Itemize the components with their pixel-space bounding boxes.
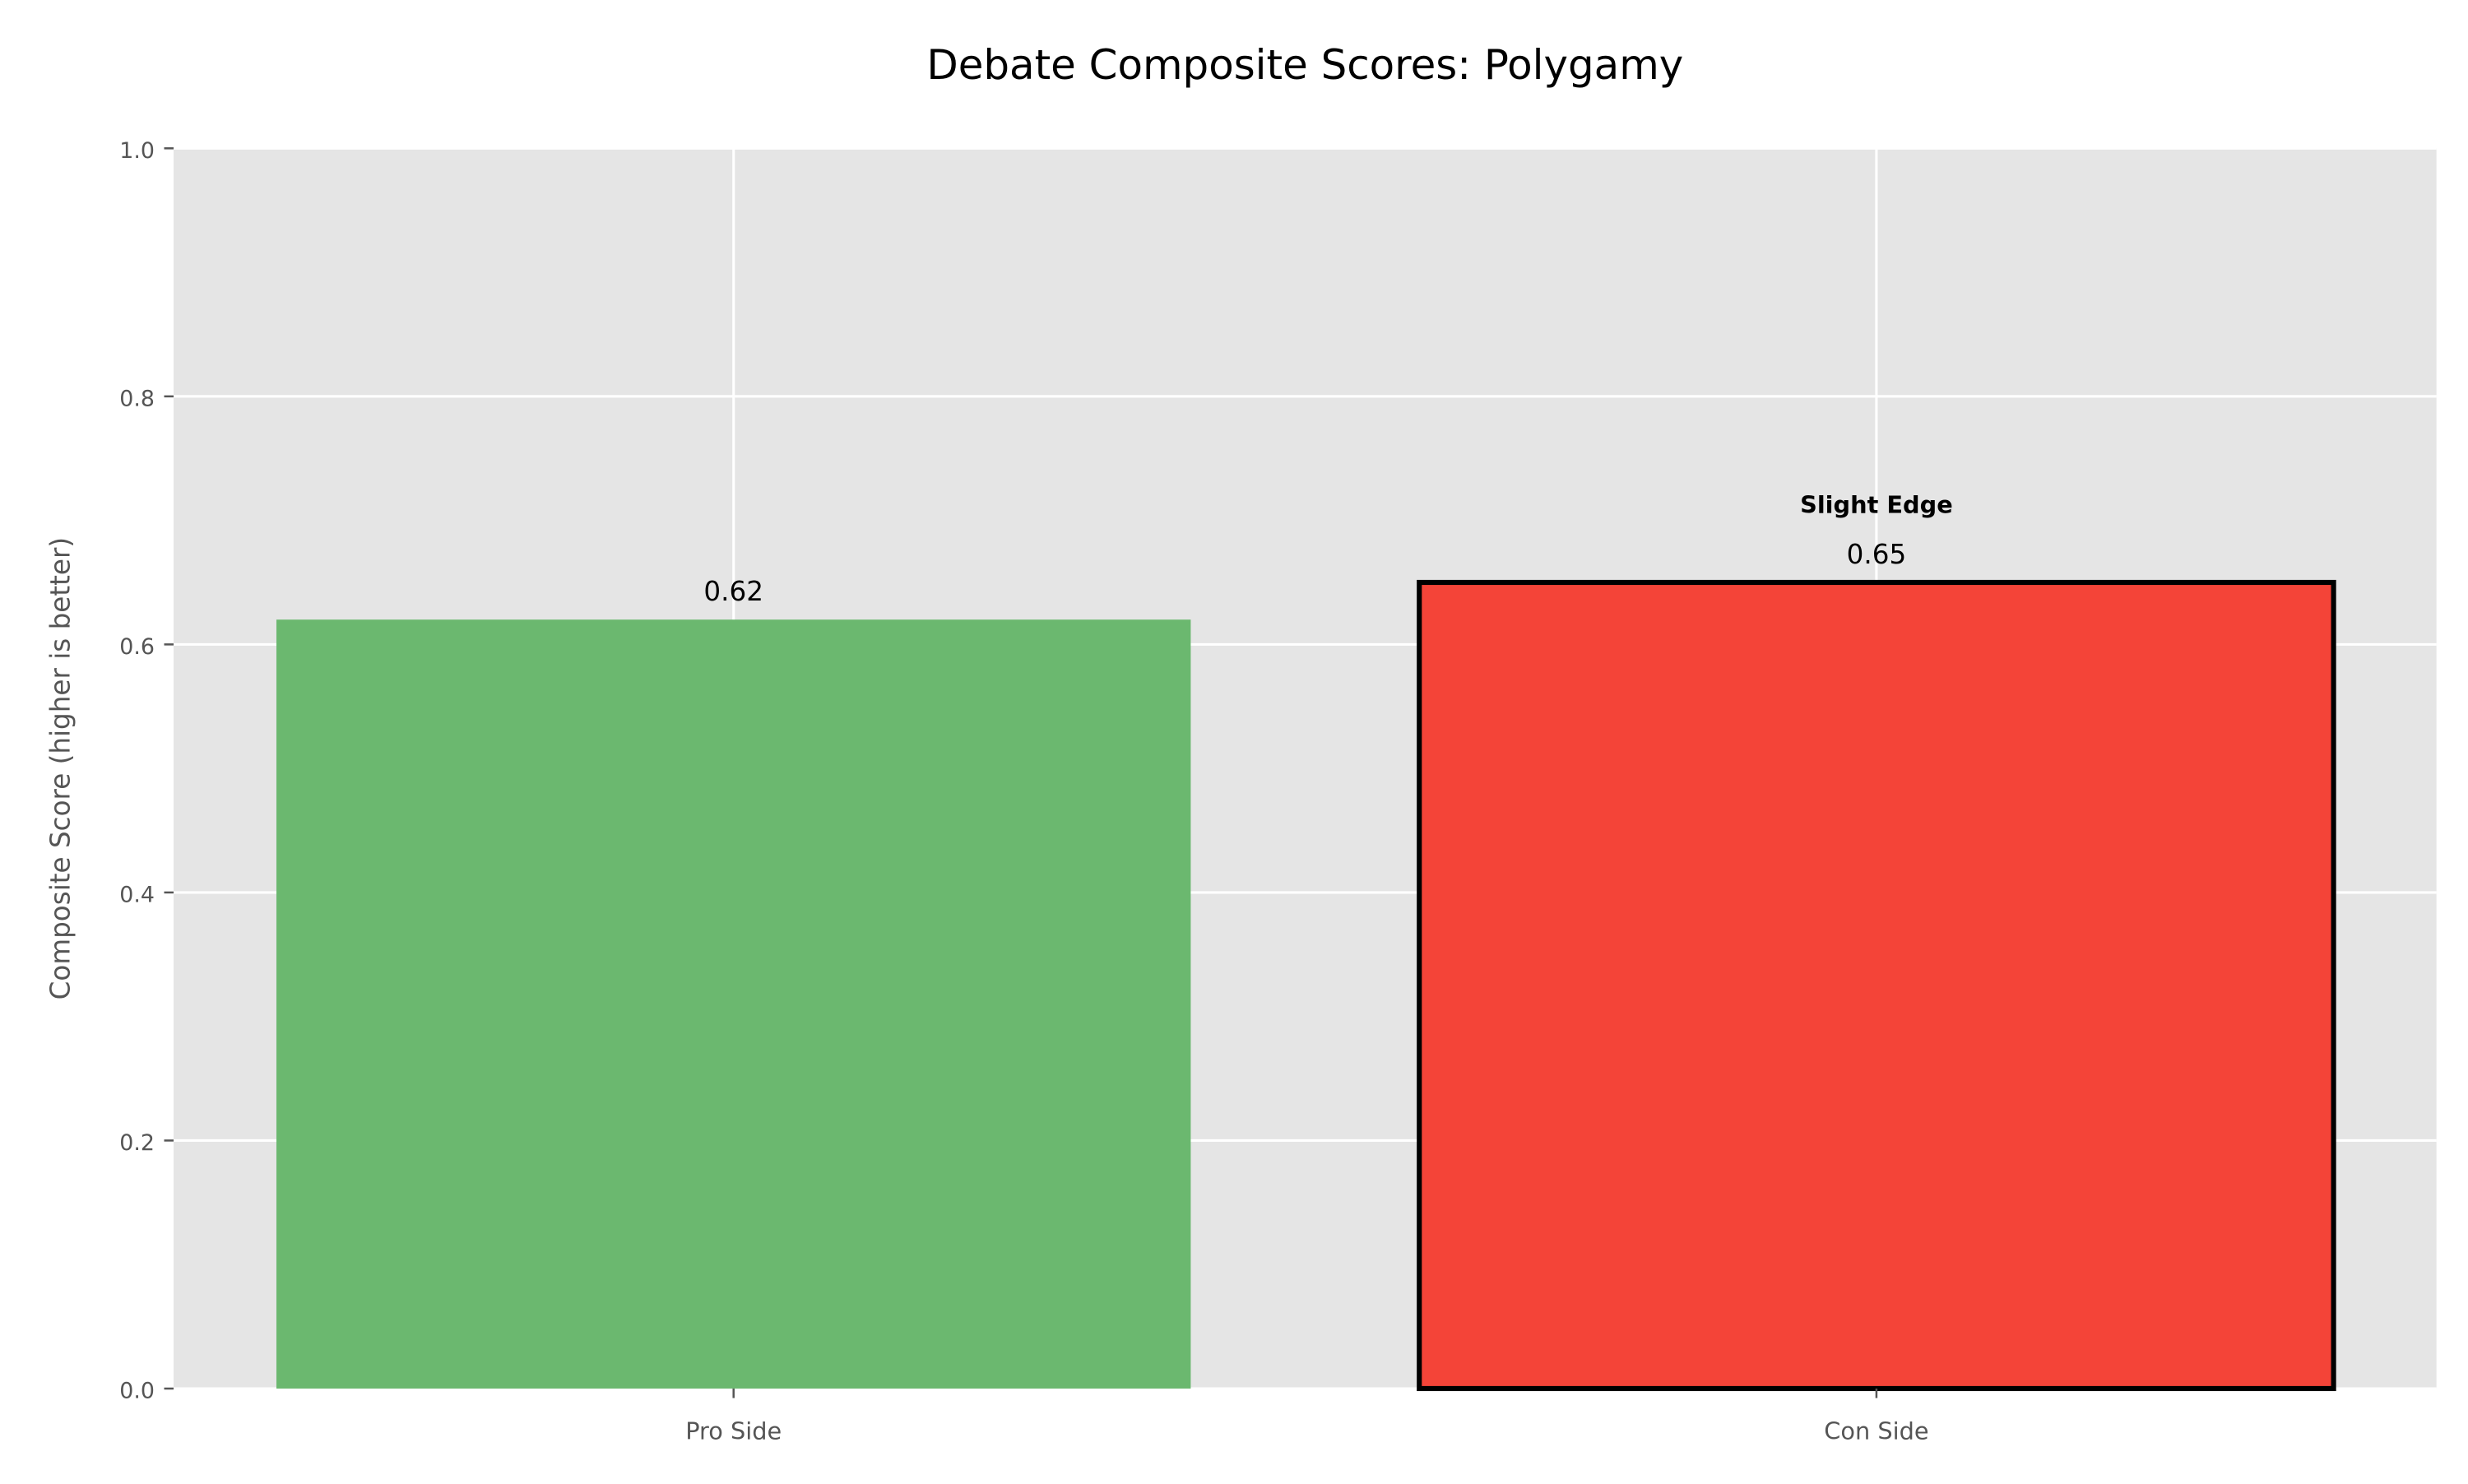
x-tick-label: Pro Side — [685, 1417, 782, 1445]
y-axis-label: Composite Score (higher is better) — [44, 537, 76, 999]
bars — [276, 579, 2336, 1392]
y-tick-label: 0.6 — [119, 634, 155, 660]
bar-value-label: 0.62 — [703, 576, 763, 607]
y-tick-label: 0.2 — [119, 1130, 155, 1156]
x-axis: Pro Side Con Side — [685, 1388, 1929, 1445]
bar-con-side — [1417, 579, 2336, 1392]
y-tick-label: 1.0 — [119, 138, 155, 164]
y-tick-label: 0.8 — [119, 386, 155, 411]
y-axis: 0.0 0.2 0.4 0.6 0.8 1.0 — [119, 138, 174, 1403]
bar-value-label: 0.65 — [1847, 539, 1907, 570]
x-tick-label: Con Side — [1824, 1417, 1928, 1445]
bar-annotation: Slight Edge — [1800, 491, 1953, 519]
y-tick-label: 0.0 — [119, 1378, 155, 1403]
y-tick-label: 0.4 — [119, 882, 155, 907]
chart-title: Debate Composite Scores: Polygamy — [926, 41, 1683, 89]
bar-pro-side — [276, 619, 1191, 1389]
data-labels: 0.62 0.65 Slight Edge — [703, 491, 1952, 608]
